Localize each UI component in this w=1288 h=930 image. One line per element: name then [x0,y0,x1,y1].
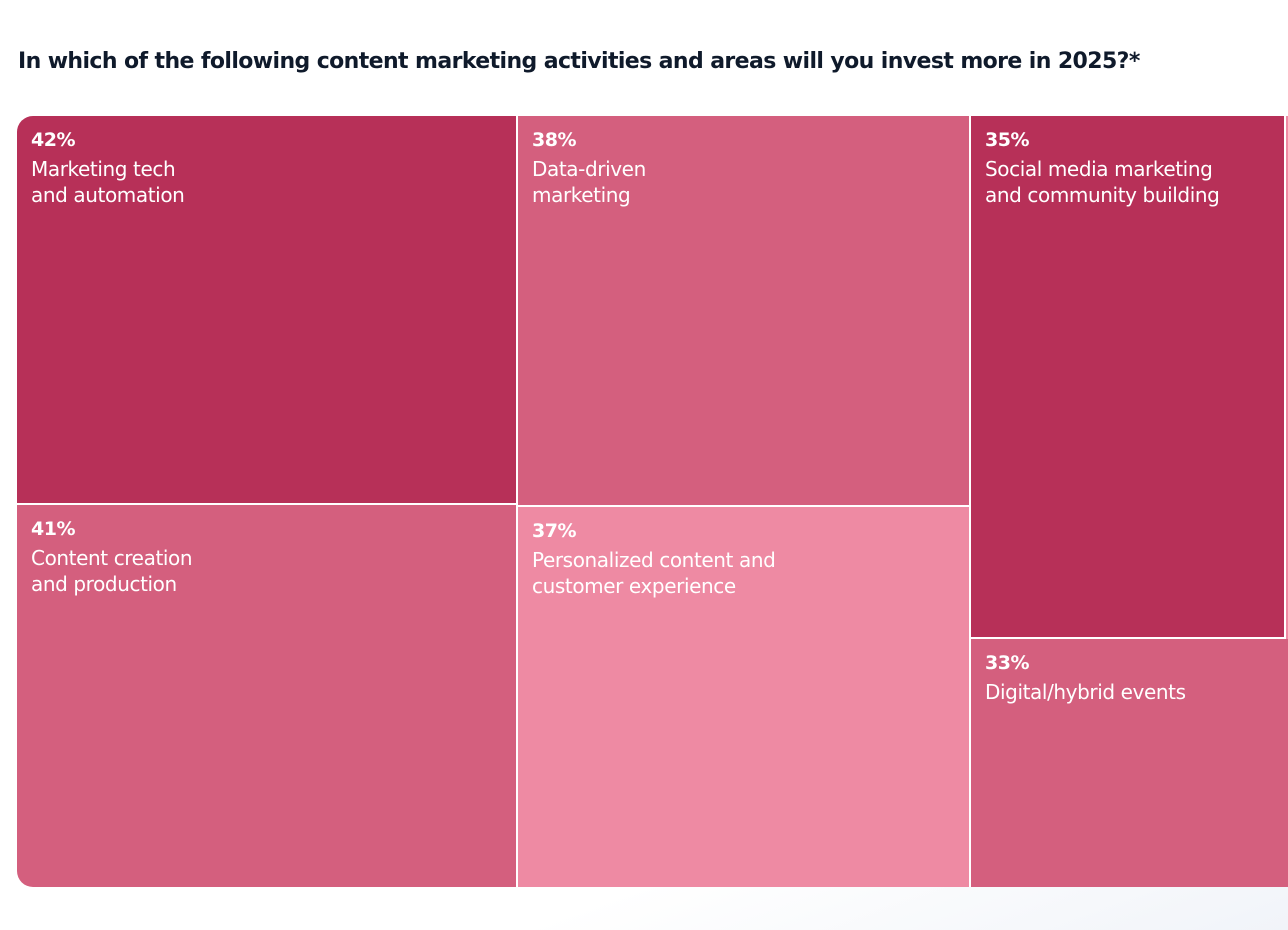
chart-title: In which of the following content market… [18,49,1140,74]
tile-partial-offscreen [1286,116,1288,639]
tile-value: 38% [532,129,576,151]
tile-label: Personalized content and customer experi… [532,548,776,598]
tile-label: Data-driven marketing [532,157,646,207]
tile-value: 33% [985,652,1029,674]
tile-value: 41% [31,518,75,540]
tile-value: 42% [31,129,75,151]
tile-personalized-content: 37% Personalized content and customer ex… [518,507,971,887]
tile-label: Social media marketing and community bui… [985,157,1220,207]
tile-value: 35% [985,129,1029,151]
tile-label: Content creation and production [31,546,193,596]
tile-marketing-tech: 42% Marketing tech and automation [17,116,518,505]
tile-content-creation: 41% Content creation and production [17,505,518,887]
tile-label: Marketing tech and automation [31,157,185,207]
tile-digital-events: 33% Digital/hybrid events [971,639,1288,887]
tile-label: Digital/hybrid events [985,680,1186,704]
treemap: 42% Marketing tech and automation 41% Co… [17,116,1288,887]
tile-value: 37% [532,520,576,542]
tile-data-driven: 38% Data-driven marketing [518,116,971,507]
tile-social-media: 35% Social media marketing and community… [971,116,1286,639]
